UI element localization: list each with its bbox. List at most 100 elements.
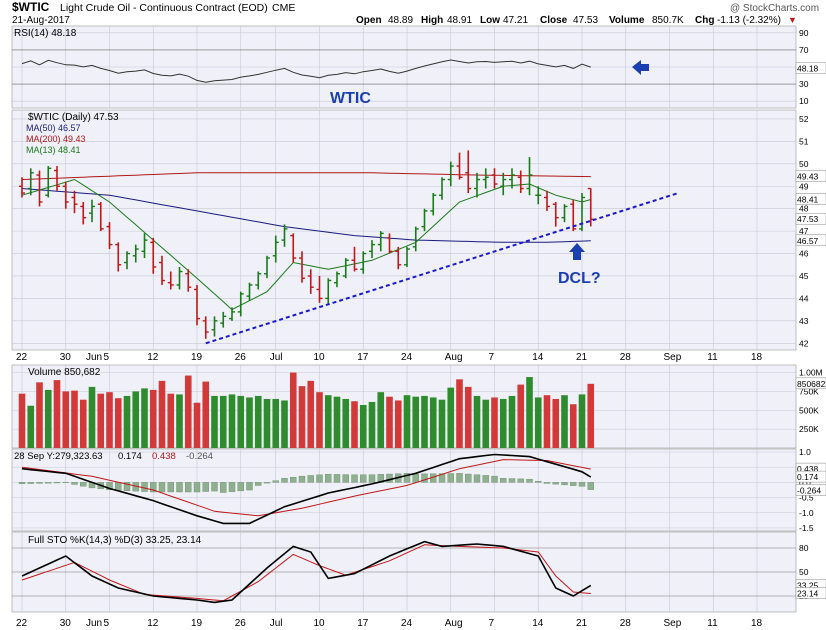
sto-d-tag: 23.14 [797, 588, 819, 598]
macd-histogram-bar [298, 475, 306, 483]
volume-bar [18, 393, 26, 448]
macd-histogram-bar [351, 474, 358, 483]
macd-histogram-bar [237, 482, 244, 492]
ma50-value-tag-box [795, 234, 826, 247]
sto-d-line [21, 544, 591, 602]
volume-bar [377, 392, 385, 448]
price-tick-label: 47 [799, 226, 809, 236]
volume-bar [36, 382, 43, 448]
volume-bar [552, 398, 560, 448]
macd-histogram-bar [211, 482, 218, 492]
volume-bar [62, 391, 70, 448]
chg-value: -1.13 (-2.32%) [717, 15, 781, 26]
volume-bar [578, 394, 586, 448]
macd-histogram-bar [438, 473, 446, 483]
watermark-label: @ StockCharts.com [730, 3, 819, 14]
rsi-value-tag-box [795, 62, 826, 74]
x-axis-label: 24 [401, 352, 413, 363]
macd-histogram-bar [53, 482, 61, 484]
volume-value: 850.7K [652, 15, 684, 26]
macd-histogram-bar [27, 482, 34, 484]
macd-signal-tag: 0.438 [797, 464, 819, 474]
ma50-value-tag: 46.57 [797, 236, 819, 246]
macd-value-tag-box [795, 470, 826, 483]
x-axis-label: 28 [620, 352, 632, 363]
macd-histogram-bar [403, 473, 411, 483]
volume-bar [141, 388, 148, 448]
volume-tick-label: 250K [799, 424, 819, 434]
volume-bar [333, 396, 341, 448]
price-tick-label: 51 [799, 136, 809, 146]
ma13-value-tag: 48.41 [797, 194, 819, 204]
x-axis-label: Jun [86, 352, 102, 363]
macd-histogram-bar [316, 474, 323, 483]
high-label: High [421, 15, 443, 26]
volume-bar [132, 391, 140, 448]
x-axis-label: 14 [532, 352, 544, 363]
current-price-tag-box [795, 212, 826, 225]
macd-histogram-bar [167, 482, 174, 493]
macd-line [21, 453, 592, 525]
macd-histogram-bar [71, 482, 78, 485]
macd-period-label: 28 Sep Y:279,323.63 [14, 451, 103, 462]
volume-bar [342, 398, 350, 448]
ma200-value-tag: 49.43 [797, 172, 819, 182]
volume-bar [517, 384, 525, 448]
volume-tick-label: 1.00M [799, 368, 823, 378]
macd-histogram-bar [255, 482, 262, 486]
volume-bar [123, 395, 131, 448]
macd-histogram-bar [272, 480, 279, 483]
grid-layer [12, 26, 796, 612]
x-axis-label: Sep [664, 352, 682, 363]
price-tick-label: 48 [799, 204, 809, 214]
macd-histogram-bar [220, 482, 227, 493]
ma200-value-tag-box [795, 170, 826, 182]
ma13-value-tag-box [795, 193, 826, 205]
x-axis-label-bottom: 19 [191, 618, 203, 629]
ma13-label: MA(13) 48.41 [26, 145, 81, 155]
x-axis-label: 21 [576, 352, 588, 363]
arrow-up-icon [569, 243, 585, 260]
macd-histogram-bar [228, 482, 236, 492]
macd-histogram-bar [508, 478, 516, 483]
volume-bar [53, 380, 61, 448]
x-axis-label-bottom: 22 [16, 618, 28, 629]
ma200-label: MA(200) 49.43 [26, 134, 86, 144]
price-tick-label: 42 [799, 338, 809, 348]
x-axis-label: 30 [60, 352, 72, 363]
volume-bar [263, 398, 271, 448]
x-axis-label: 7 [489, 352, 495, 363]
macd-tick-label: 0.0 [799, 477, 811, 487]
macd-histogram-bar [106, 482, 113, 491]
macd-histogram-bar [570, 482, 577, 486]
volume-bar [281, 400, 288, 448]
volume-bar [219, 395, 227, 448]
volume-label: Volume [609, 15, 645, 26]
volume-bar [79, 399, 87, 448]
macd-histogram-bar [491, 475, 498, 483]
macd-histogram-bar [412, 473, 419, 483]
high-value: 48.91 [447, 15, 472, 26]
close-value: 47.53 [573, 15, 598, 26]
macd-histogram-bar [158, 482, 166, 493]
volume-bar [403, 395, 411, 448]
volume-bar [71, 390, 78, 448]
macd-histogram-bar [500, 478, 507, 483]
open-value: 48.89 [388, 15, 413, 26]
volume-bar [351, 401, 358, 448]
volume-bar [289, 372, 297, 448]
open-label: Open [356, 15, 382, 26]
volume-bar [106, 392, 113, 448]
volume-bar [534, 397, 542, 448]
volume-bar [324, 395, 332, 448]
sto-d-tag-box [795, 587, 826, 599]
price-tick-label: 50 [799, 159, 809, 169]
x-axis-label-bottom: 7 [489, 618, 495, 629]
rsi-tick-label: 90 [799, 28, 809, 38]
price-tick-label: 46 [799, 249, 809, 259]
x-axis-label-bottom: 21 [576, 618, 588, 629]
macd-histogram-bar [578, 482, 586, 487]
volume-bar [228, 394, 236, 448]
volume-bar [394, 400, 402, 448]
